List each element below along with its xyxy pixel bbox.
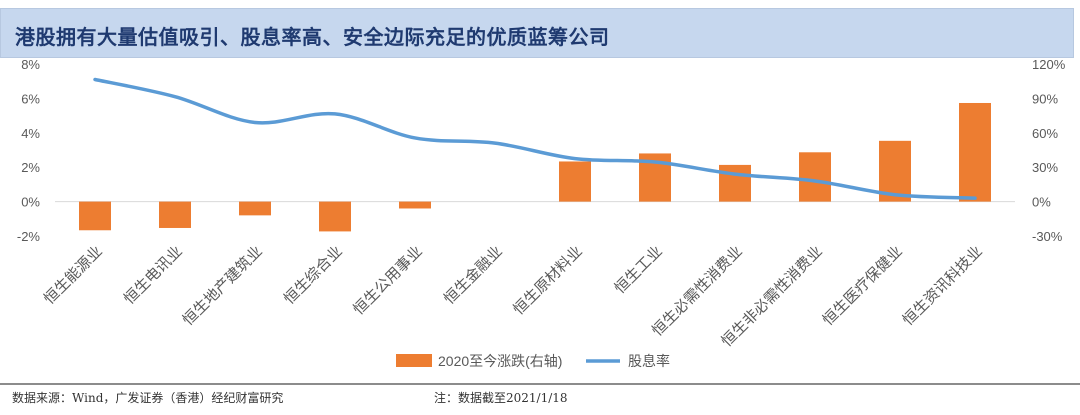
left-axis-tick: 2%: [21, 160, 40, 175]
bar: [239, 201, 271, 216]
bar: [799, 152, 831, 202]
legend-bar-label: 2020至今涨跌(右轴): [438, 353, 562, 369]
chart-title: 港股拥有大量估值吸引、股息率高、安全边际充足的优质蓝筹公司: [15, 25, 610, 49]
bar: [79, 201, 111, 231]
source-note: 数据来源：Wind，广发证券（香港）经纪财富研究: [12, 391, 284, 405]
bar: [719, 164, 751, 202]
bar: [319, 201, 351, 232]
category-label: 恒生综合业: [280, 242, 346, 308]
category-label: 恒生工业: [611, 242, 666, 297]
category-label: 恒生金融业: [440, 242, 506, 308]
right-axis-tick: 0%: [1032, 195, 1051, 210]
right-axis-tick: -30%: [1032, 229, 1063, 244]
category-label: 恒生地产建筑业: [179, 242, 266, 329]
right-axis-tick: 30%: [1032, 160, 1058, 175]
category-label: 恒生医疗保健业: [819, 242, 906, 329]
legend-line-label: 股息率: [628, 353, 670, 369]
chart-header: 港股拥有大量估值吸引、股息率高、安全边际充足的优质蓝筹公司: [0, 8, 1074, 58]
right-axis-tick: 60%: [1032, 126, 1058, 141]
left-axis-tick: 0%: [21, 195, 40, 210]
category-label: 恒生电讯业: [120, 242, 186, 308]
left-axis-tick: 4%: [21, 126, 40, 141]
bar: [959, 102, 991, 202]
dividend-yield-line: [93, 77, 977, 200]
category-label: 恒生公用事业: [349, 242, 425, 318]
bar: [399, 201, 431, 209]
footer-divider: [0, 383, 1080, 385]
date-note: 注：数据截至2021/1/18: [434, 391, 568, 405]
bar: [559, 161, 591, 202]
left-axis-tick: -2%: [17, 229, 41, 244]
category-label: 恒生原材料业: [509, 242, 585, 318]
bar: [879, 140, 911, 202]
left-axis-tick: 6%: [21, 91, 40, 106]
legend-bar-swatch: [396, 354, 432, 367]
category-label: 恒生能源业: [40, 242, 106, 308]
combo-chart: -2% 0% 2% 4% 6% 8% -30% 0% 30% 60% 90% 120% 恒生能源业 恒生电…: [17, 58, 1066, 369]
left-axis-tick: 8%: [21, 58, 40, 72]
category-label: 恒生资讯科技业: [899, 242, 986, 329]
right-axis-tick: 90%: [1032, 91, 1058, 106]
right-axis-tick: 120%: [1032, 58, 1066, 72]
bar: [159, 201, 191, 228]
